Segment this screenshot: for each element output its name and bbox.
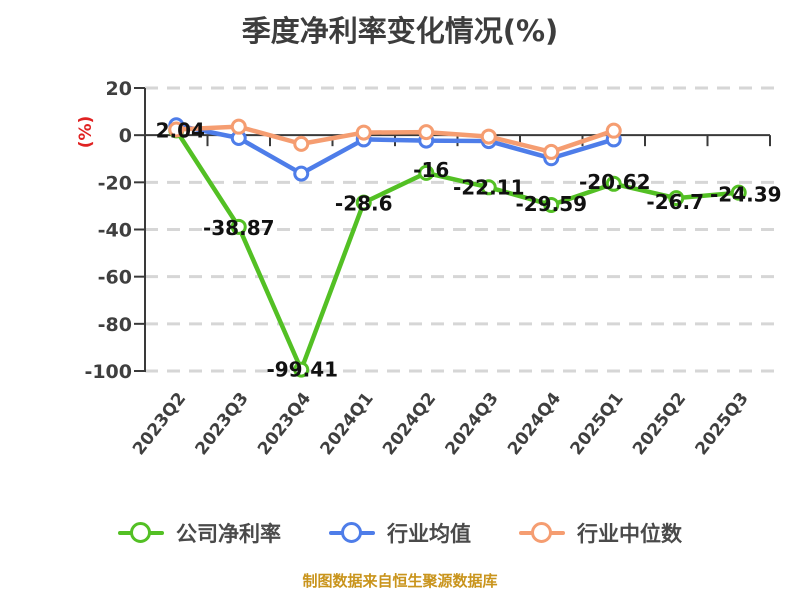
x-tick-label: 2023Q4: [254, 389, 315, 459]
data-value-label: -26.7: [646, 190, 704, 214]
data-point-series-2: [355, 124, 372, 141]
y-tick-label: -40: [98, 220, 132, 242]
x-tick-label: 2024Q3: [442, 389, 503, 459]
data-point-series-0: [230, 218, 247, 235]
data-point-series-0: [480, 179, 497, 196]
legend-label: 公司净利率: [176, 522, 281, 546]
y-tick-label: -20: [98, 172, 132, 194]
source-note: 制图数据来自恒生聚源数据库: [302, 572, 498, 590]
legend-item-2[interactable]: 行业中位数: [519, 518, 682, 548]
legend-dot-swatch: [531, 522, 552, 543]
legend-dot-swatch: [130, 522, 151, 543]
data-point-series-0: [668, 190, 685, 207]
data-point-series-0: [293, 361, 310, 378]
data-point-series-2: [230, 118, 247, 135]
legend: 公司净利率 行业均值 行业中位数: [0, 518, 800, 548]
data-value-label: -16: [413, 158, 449, 182]
legend-item-0[interactable]: 公司净利率: [118, 518, 281, 548]
x-tick-label: 2025Q1: [567, 389, 628, 459]
data-value-label: -99.41: [266, 358, 338, 382]
data-point-series-2: [480, 128, 497, 145]
chart-title: 季度净利率变化情况(%): [241, 14, 559, 48]
legend-label: 行业均值: [387, 522, 471, 546]
data-point-series-0: [355, 194, 372, 211]
y-tick-label: 20: [106, 78, 132, 100]
legend-line-dot-icon: [329, 521, 375, 545]
x-tick-label: 2024Q1: [317, 389, 378, 459]
legend-line-dot-icon: [118, 521, 164, 545]
x-tick-label: 2023Q3: [192, 389, 253, 459]
series-line-0: [174, 128, 741, 372]
data-point-series-0: [730, 184, 747, 201]
y-tick-label: 0: [119, 125, 132, 147]
x-tick-label: 2024Q2: [379, 389, 440, 459]
y-tick-label: -80: [98, 314, 132, 336]
series-line-1: [174, 123, 616, 176]
data-point-series-0: [543, 196, 560, 213]
y-axis-unit-label: (%): [76, 115, 96, 149]
data-value-label: 2.04: [156, 118, 205, 142]
x-tick-label: 2023Q2: [129, 389, 190, 459]
x-tick-label: 2025Q3: [692, 389, 753, 459]
y-tick-label: -60: [98, 267, 132, 289]
legend-item-1[interactable]: 行业均值: [329, 518, 471, 548]
data-point-series-2: [293, 135, 310, 152]
x-tick-label: 2024Q4: [504, 389, 565, 459]
data-point-series-2: [418, 124, 435, 141]
data-value-label: -29.59: [515, 192, 587, 216]
legend-line-dot-icon: [519, 521, 565, 545]
data-value-label: -28.6: [335, 192, 393, 216]
data-point-series-0: [605, 175, 622, 192]
data-point-series-1: [293, 165, 310, 182]
data-value-label: -20.62: [579, 170, 651, 194]
y-tick-label: -100: [84, 361, 132, 383]
series-line-2: [174, 124, 616, 155]
data-point-series-2: [543, 143, 560, 160]
x-tick-label: 2025Q2: [629, 389, 690, 459]
data-value-label: -38.87: [203, 216, 275, 240]
legend-label: 行业中位数: [577, 522, 682, 546]
data-value-label: -22.11: [453, 175, 525, 199]
data-point-series-2: [168, 121, 185, 138]
legend-dot-swatch: [341, 522, 362, 543]
data-point-series-2: [605, 122, 622, 139]
data-value-label: -24.39: [710, 183, 782, 207]
data-point-series-0: [418, 164, 435, 181]
